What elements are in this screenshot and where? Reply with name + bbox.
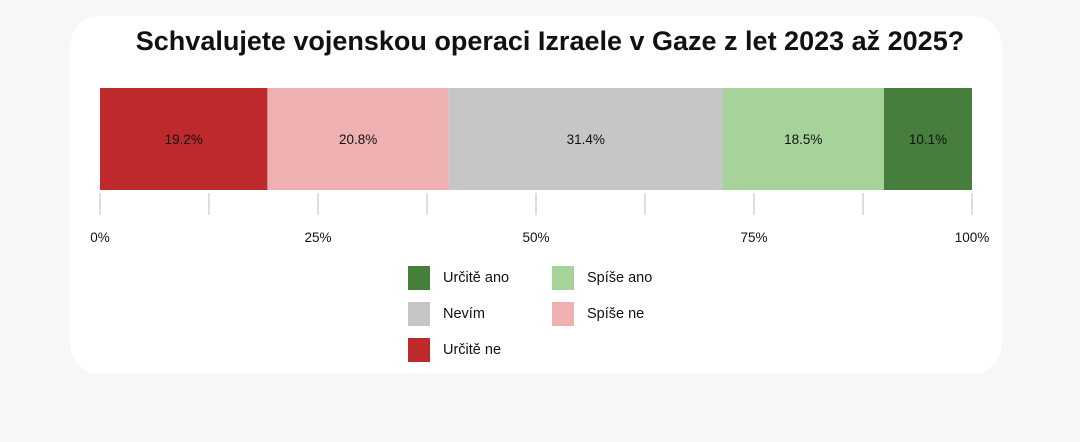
legend-swatch (408, 338, 430, 362)
legend-label: Spíše ano (587, 270, 653, 286)
data-label-sp-e-ano: 18.5% (784, 132, 822, 147)
chart-title: Schvalujete vojenskou operaci Izraele v … (135, 26, 965, 56)
legend-swatch (552, 302, 574, 326)
legend-item: Určitě ne (408, 338, 501, 362)
bar-segment-sp-e-ano (722, 88, 884, 190)
bar-segment-ur-it-ano (883, 88, 972, 190)
bar-segment-ur-it-ne (100, 88, 268, 190)
data-label-sp-e-ne: 20.8% (339, 132, 377, 147)
x-tick-label: 75% (740, 230, 767, 245)
legend-item: Nevím (408, 302, 485, 326)
bar-segment-nev-m (448, 88, 723, 190)
data-label-ur-it-ano: 10.1% (909, 132, 947, 147)
legend-item: Spíše ne (552, 302, 644, 326)
x-tick-label: 100% (955, 230, 990, 245)
x-tick-label: 0% (90, 230, 110, 245)
bar-segment-sp-e-ne (267, 88, 449, 190)
legend-label: Určitě ne (443, 342, 502, 358)
legend-label: Nevím (443, 306, 485, 322)
x-tick-label: 50% (522, 230, 549, 245)
legend-label: Spíše ne (587, 306, 645, 322)
data-label-nev-m: 31.4% (567, 132, 605, 147)
legend-swatch (408, 266, 430, 290)
legend-label: Určitě ano (443, 270, 510, 286)
legend-item: Spíše ano (552, 266, 652, 290)
data-label-ur-it-ne: 19.2% (165, 132, 203, 147)
legend-swatch (552, 266, 574, 290)
legend-swatch (408, 302, 430, 326)
x-tick-label: 25% (304, 230, 331, 245)
legend-item: Určitě ano (408, 266, 509, 290)
